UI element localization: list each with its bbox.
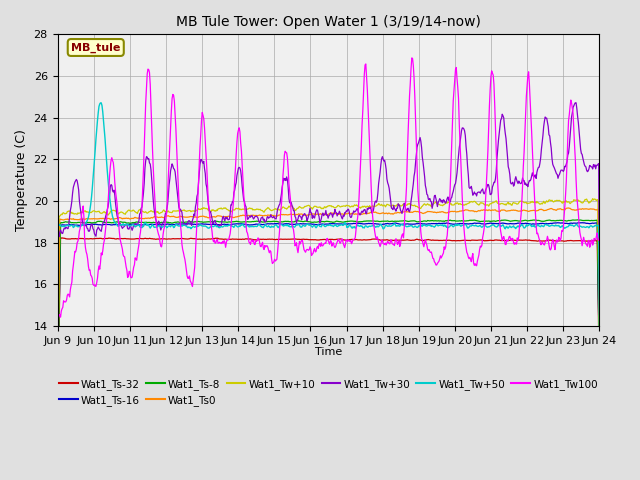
Wat1_Tw+30: [54, 360, 61, 365]
Wat1_Ts-8: [119, 219, 127, 225]
Wat1_Tw+30: [410, 173, 418, 179]
Wat1_Tw+30: [596, 312, 604, 317]
Wat1_Tw+10: [63, 209, 71, 215]
Bar: [58, 242, 600, 284]
Line: Wat1_Ts-32: Wat1_Ts-32: [58, 238, 600, 428]
Wat1_Tw+50: [175, 223, 182, 229]
Wat1_Tw+50: [204, 225, 211, 230]
Wat1_Ts0: [203, 214, 211, 220]
Wat1_Ts-16: [410, 221, 418, 227]
Wat1_Tw+10: [589, 196, 596, 202]
Wat1_Ts-16: [54, 419, 61, 424]
Wat1_Ts-32: [204, 236, 211, 242]
Bar: [58, 118, 600, 159]
Legend: Wat1_Ts-32, Wat1_Ts-16, Wat1_Ts-8, Wat1_Ts0, Wat1_Tw+10, Wat1_Tw+30, Wat1_Tw+50,: Wat1_Ts-32, Wat1_Ts-16, Wat1_Ts-8, Wat1_…: [55, 375, 602, 410]
Wat1_Ts-8: [203, 219, 211, 225]
Wat1_Tw+30: [203, 184, 211, 190]
Wat1_Tw100: [54, 466, 61, 471]
Wat1_Tw+30: [63, 226, 71, 231]
X-axis label: Time: Time: [315, 347, 342, 357]
Line: Wat1_Tw+50: Wat1_Tw+50: [58, 103, 600, 357]
Wat1_Tw+10: [394, 201, 402, 207]
Wat1_Ts-16: [579, 220, 587, 226]
Wat1_Ts-8: [174, 219, 182, 225]
Wat1_Ts-16: [63, 222, 71, 228]
Wat1_Tw+10: [54, 374, 61, 380]
Wat1_Ts-32: [120, 236, 128, 241]
Bar: [58, 0, 600, 35]
Wat1_Tw+50: [97, 100, 104, 106]
Wat1_Tw100: [596, 236, 604, 241]
Wat1_Tw+30: [394, 201, 402, 207]
Wat1_Tw+30: [572, 100, 579, 106]
Line: Wat1_Tw+30: Wat1_Tw+30: [58, 103, 600, 362]
Wat1_Tw+10: [410, 203, 418, 208]
Wat1_Ts-32: [596, 379, 604, 385]
Wat1_Ts-8: [575, 217, 582, 223]
Wat1_Tw+10: [119, 210, 127, 216]
Bar: [58, 284, 600, 326]
Line: Wat1_Ts0: Wat1_Ts0: [58, 208, 600, 419]
Wat1_Ts-8: [596, 366, 604, 372]
Wat1_Ts-32: [175, 236, 182, 242]
Line: Wat1_Tw100: Wat1_Tw100: [58, 58, 600, 468]
Wat1_Ts-32: [64, 236, 72, 242]
Wat1_Ts-8: [410, 218, 418, 224]
Wat1_Ts0: [596, 342, 604, 348]
Wat1_Ts-32: [411, 237, 419, 243]
Wat1_Tw100: [203, 165, 211, 170]
Wat1_Ts-8: [54, 417, 61, 423]
Wat1_Ts-16: [119, 222, 127, 228]
Wat1_Tw100: [408, 55, 415, 61]
Title: MB Tule Tower: Open Water 1 (3/19/14-now): MB Tule Tower: Open Water 1 (3/19/14-now…: [176, 15, 481, 29]
Wat1_Ts-16: [394, 221, 402, 227]
Wat1_Ts0: [119, 216, 127, 221]
Wat1_Tw+50: [596, 354, 604, 360]
Wat1_Tw100: [174, 179, 182, 185]
Wat1_Tw100: [411, 93, 419, 99]
Wat1_Ts-8: [394, 218, 402, 224]
Wat1_Tw+50: [411, 223, 419, 229]
Wat1_Tw+30: [119, 225, 127, 230]
Wat1_Tw+50: [54, 354, 61, 360]
Wat1_Tw100: [119, 252, 127, 258]
Wat1_Tw+10: [596, 364, 604, 370]
Line: Wat1_Ts-8: Wat1_Ts-8: [58, 220, 600, 420]
Wat1_Ts-32: [54, 425, 61, 431]
Wat1_Ts0: [174, 215, 182, 220]
Bar: [58, 201, 600, 242]
Wat1_Ts0: [54, 416, 61, 421]
Wat1_Tw+30: [174, 197, 182, 203]
Bar: [58, 35, 600, 76]
Wat1_Ts-16: [596, 368, 604, 373]
Line: Wat1_Ts-16: Wat1_Ts-16: [58, 223, 600, 421]
Wat1_Ts0: [410, 209, 418, 215]
Wat1_Ts-8: [63, 219, 71, 225]
Line: Wat1_Tw+10: Wat1_Tw+10: [58, 199, 600, 377]
Y-axis label: Temperature (C): Temperature (C): [15, 129, 28, 231]
Wat1_Tw+50: [395, 223, 403, 229]
Wat1_Ts-16: [203, 221, 211, 227]
Wat1_Tw+10: [174, 208, 182, 214]
Wat1_Ts-16: [174, 221, 182, 227]
Wat1_Ts-32: [57, 235, 65, 241]
Wat1_Ts0: [564, 205, 572, 211]
Wat1_Ts0: [394, 210, 402, 216]
Wat1_Tw100: [394, 240, 402, 246]
Wat1_Tw+50: [63, 223, 71, 228]
Wat1_Ts-32: [395, 237, 403, 243]
Bar: [58, 159, 600, 201]
Wat1_Tw+10: [203, 206, 211, 212]
Wat1_Tw+50: [120, 222, 128, 228]
Text: MB_tule: MB_tule: [71, 42, 120, 53]
Bar: [58, 76, 600, 118]
Wat1_Tw100: [63, 292, 71, 298]
Wat1_Ts0: [63, 216, 71, 222]
